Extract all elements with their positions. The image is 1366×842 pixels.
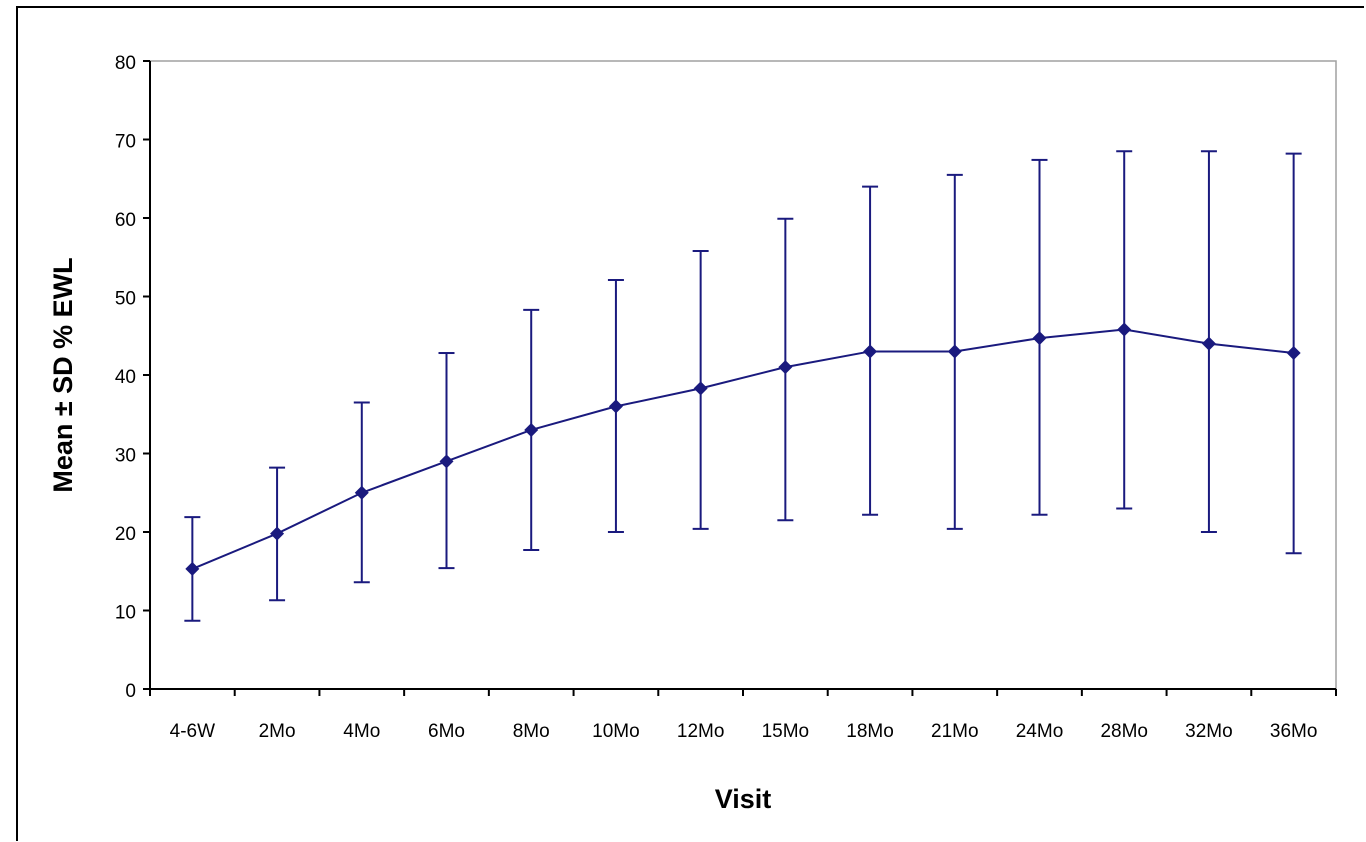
data-point <box>1117 322 1132 337</box>
x-tick-label: 18Mo <box>846 721 894 742</box>
x-tick-label: 32Mo <box>1185 721 1233 742</box>
data-point <box>524 422 539 437</box>
x-tick-label: 8Mo <box>513 721 550 742</box>
y-axis-title: Mean ± SD % EWL <box>48 257 78 492</box>
y-tick-label: 40 <box>115 367 136 388</box>
x-tick-label: 4-6W <box>170 721 215 742</box>
plot-area-border <box>149 60 1337 690</box>
data-markers <box>185 322 1301 576</box>
y-ticks: 0 10 20 30 40 50 60 70 80 <box>115 53 150 702</box>
series-line <box>191 328 1294 570</box>
data-point <box>439 454 454 469</box>
data-point <box>608 399 623 414</box>
x-tick-label: 4Mo <box>343 721 380 742</box>
data-point <box>1201 336 1216 351</box>
x-tick-label: 28Mo <box>1100 721 1148 742</box>
data-point <box>354 485 369 500</box>
x-tick-label: 10Mo <box>592 721 640 742</box>
x-tick-label: 2Mo <box>259 721 296 742</box>
data-point <box>1286 346 1301 361</box>
y-tick-label: 30 <box>115 446 136 467</box>
data-point <box>863 344 878 359</box>
y-tick-label: 70 <box>115 132 136 153</box>
error-bars <box>184 150 1302 622</box>
x-ticks: 4-6W 2Mo 4Mo 6Mo 8Mo 10Mo 12Mo 15Mo 18Mo 21Mo 24Mo… <box>149 689 1337 742</box>
data-point <box>693 381 708 396</box>
data-point <box>185 561 200 576</box>
data-point <box>270 526 285 541</box>
y-tick-label: 80 <box>115 53 136 74</box>
x-axis-title: Visit <box>715 784 772 814</box>
data-point <box>778 360 793 375</box>
y-tick-label: 50 <box>115 289 136 310</box>
y-tick-label: 10 <box>115 603 136 624</box>
x-tick-label: 21Mo <box>931 721 979 742</box>
y-tick-label: 60 <box>115 210 136 231</box>
x-tick-label: 24Mo <box>1016 721 1064 742</box>
data-point <box>1032 331 1047 346</box>
x-tick-label: 15Mo <box>762 721 810 742</box>
chart-frame <box>16 6 1364 841</box>
y-tick-label: 20 <box>115 524 136 545</box>
x-tick-label: 12Mo <box>677 721 725 742</box>
x-tick-label: 6Mo <box>428 721 465 742</box>
x-tick-label: 36Mo <box>1270 721 1318 742</box>
y-tick-label: 0 <box>125 681 136 702</box>
data-point <box>947 344 962 359</box>
